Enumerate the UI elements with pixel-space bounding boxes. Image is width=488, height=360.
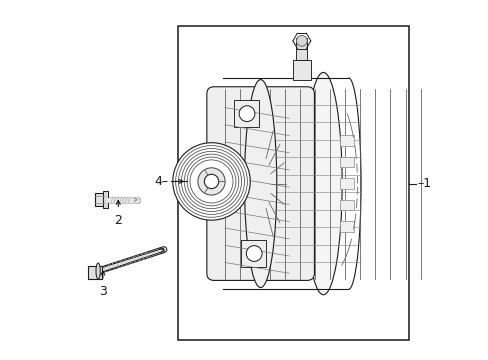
Bar [88, 266, 102, 279]
Ellipse shape [244, 80, 276, 288]
Bar [103, 191, 107, 208]
Bar [339, 221, 353, 232]
Bar [233, 100, 258, 127]
Bar [339, 135, 353, 146]
Bar [292, 60, 310, 80]
Ellipse shape [304, 72, 342, 295]
Text: –1: –1 [416, 177, 430, 190]
Circle shape [296, 36, 306, 46]
Circle shape [246, 246, 262, 261]
Text: 3: 3 [99, 285, 106, 298]
FancyBboxPatch shape [206, 87, 314, 280]
Circle shape [198, 168, 224, 195]
Bar [339, 178, 353, 189]
Text: 2: 2 [114, 214, 122, 227]
Bar [339, 157, 353, 167]
Circle shape [239, 106, 254, 122]
Ellipse shape [96, 263, 100, 279]
Bar [178, 26, 408, 339]
Text: 4–: 4– [154, 175, 168, 188]
Bar [296, 39, 306, 60]
Circle shape [204, 174, 218, 189]
Bar [339, 200, 353, 211]
Bar [95, 193, 104, 206]
Bar [241, 240, 265, 267]
Circle shape [172, 143, 250, 220]
